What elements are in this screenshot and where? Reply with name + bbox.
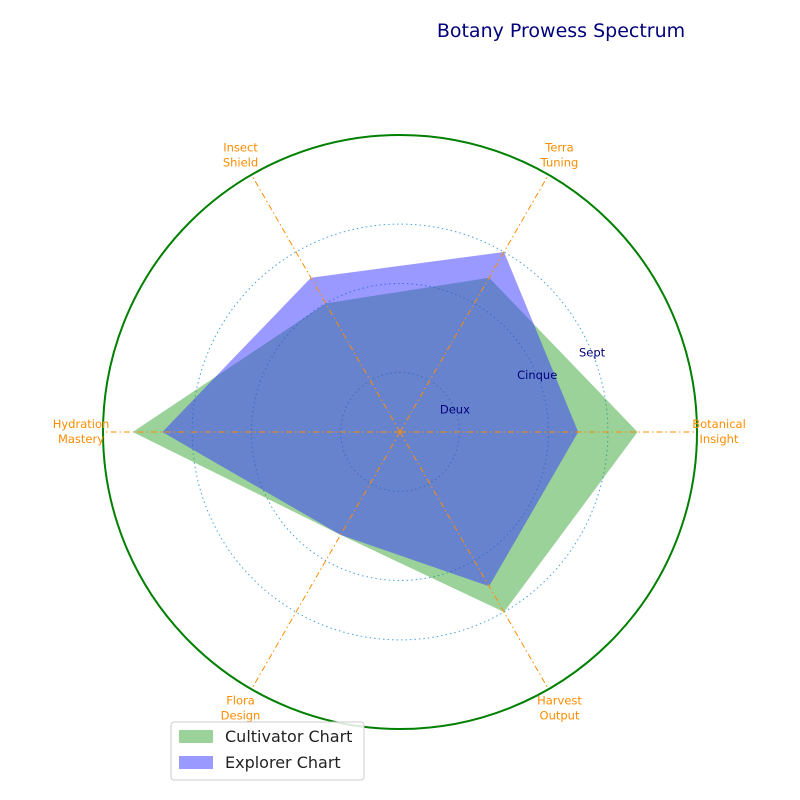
- legend-label-1: Explorer Chart: [225, 753, 341, 772]
- chart-title: Botany Prowess Spectrum: [437, 20, 685, 42]
- spoke-5: [399, 431, 549, 690]
- spoke-2: [251, 174, 401, 433]
- ring-label-2: Sept: [579, 345, 606, 359]
- ring-label-1: Cinque: [517, 368, 557, 382]
- radar-spokes: [103, 174, 697, 690]
- spoke-4: [251, 431, 401, 690]
- spoke-1: [399, 174, 549, 433]
- legend-box: [170, 721, 365, 781]
- ring-labels: Deux Cinque Sept: [440, 345, 606, 416]
- axis-label-1: Terra Tuning: [540, 141, 579, 170]
- legend: Cultivator Chart Explorer Chart: [170, 721, 365, 781]
- series-area-1: [162, 252, 579, 587]
- legend-swatch-1: [179, 756, 213, 769]
- axis-label-0: Botanical Insight: [692, 417, 746, 446]
- legend-swatch-0: [179, 730, 213, 743]
- outer-circle: [102, 134, 698, 730]
- axis-labels: Botanical Insight Terra Tuning Insect Shield H…: [53, 141, 746, 723]
- axis-label-5: Harvest Output: [537, 693, 582, 722]
- axis-label-4: Flora Design: [221, 693, 261, 722]
- ring-label-0: Deux: [440, 402, 470, 416]
- legend-label-0: Cultivator Chart: [225, 727, 352, 746]
- series-layer: [132, 252, 638, 612]
- axis-label-2: Insect Shield: [223, 141, 258, 170]
- axis-label-3: Hydration Mastery: [53, 417, 110, 446]
